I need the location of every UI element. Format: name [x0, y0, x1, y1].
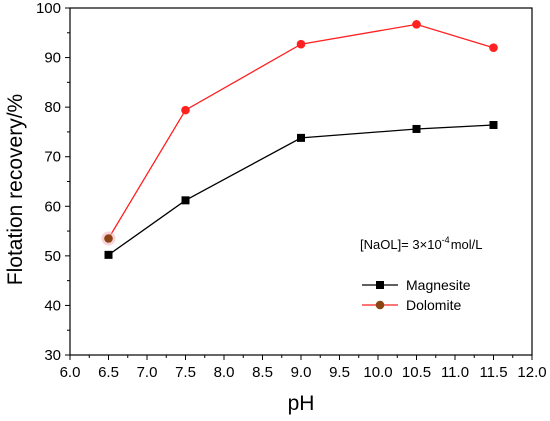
x-tick-label: 11.0	[441, 364, 469, 381]
x-tick-label: 8.0	[214, 364, 235, 381]
x-tick-label: 12.0	[517, 364, 546, 381]
legend-item-dolomite: Dolomite	[362, 297, 461, 313]
x-tick-label: 9.5	[329, 364, 350, 381]
data-point	[489, 120, 498, 129]
y-tick-label: 70	[44, 149, 61, 166]
data-point	[104, 234, 113, 243]
data-point	[489, 43, 498, 52]
axes: 6.0 6.5 7.0 7.5 8.0 8.5 9.0 9.5 10.0 10.5 11.0 11.5…	[36, 0, 547, 381]
legend-item-magnesite: Magnesite	[362, 277, 471, 293]
y-tick-label: 60	[44, 198, 61, 215]
y-tick-label: 40	[44, 297, 61, 314]
x-tick-label: 7.0	[137, 364, 158, 381]
data-point	[181, 105, 190, 115]
legend-marker	[375, 300, 385, 310]
series-dolomite	[101, 20, 498, 246]
x-tick-label: 11.5	[479, 364, 507, 381]
x-axis-title: pH	[288, 392, 315, 415]
y-tick-label: 50	[44, 248, 61, 265]
plot-area	[101, 20, 498, 259]
concentration-annotation: [NaOL]= 3×10-4mol/L	[360, 235, 482, 252]
x-tick-label: 6.5	[98, 364, 119, 381]
data-point	[104, 250, 113, 259]
x-tick-label: 10.5	[402, 364, 431, 381]
y-axis-title: Flotation recovery/%	[4, 94, 27, 285]
y-tick-label: 90	[44, 50, 61, 67]
x-tick-label: 7.5	[175, 364, 196, 381]
x-tick-label: 6.0	[60, 364, 81, 381]
data-point	[412, 20, 421, 29]
annotation-exponent: -4	[442, 235, 450, 245]
series-line	[107, 23, 494, 239]
data-point	[296, 39, 306, 49]
x-tick-label: 10.0	[363, 364, 392, 381]
y-tick-label: 30	[44, 347, 61, 364]
legend: Magnesite Dolomite	[362, 277, 471, 313]
y-tick-label: 100	[36, 0, 61, 17]
plot-frame	[69, 7, 533, 356]
x-tick-label: 8.5	[252, 364, 273, 381]
data-point	[297, 133, 305, 142]
annotation-suffix: mol/L	[451, 237, 483, 252]
series-magnesite	[104, 120, 498, 259]
legend-marker	[376, 281, 384, 289]
annotation-prefix: [NaOL]= 3×10	[360, 237, 442, 252]
y-tick-label: 80	[44, 99, 61, 116]
data-point	[181, 196, 190, 205]
legend-label: Magnesite	[406, 277, 471, 293]
data-point	[412, 124, 421, 133]
series-line	[108, 124, 494, 256]
legend-label: Dolomite	[406, 297, 461, 313]
x-tick-label: 9.0	[291, 364, 312, 381]
